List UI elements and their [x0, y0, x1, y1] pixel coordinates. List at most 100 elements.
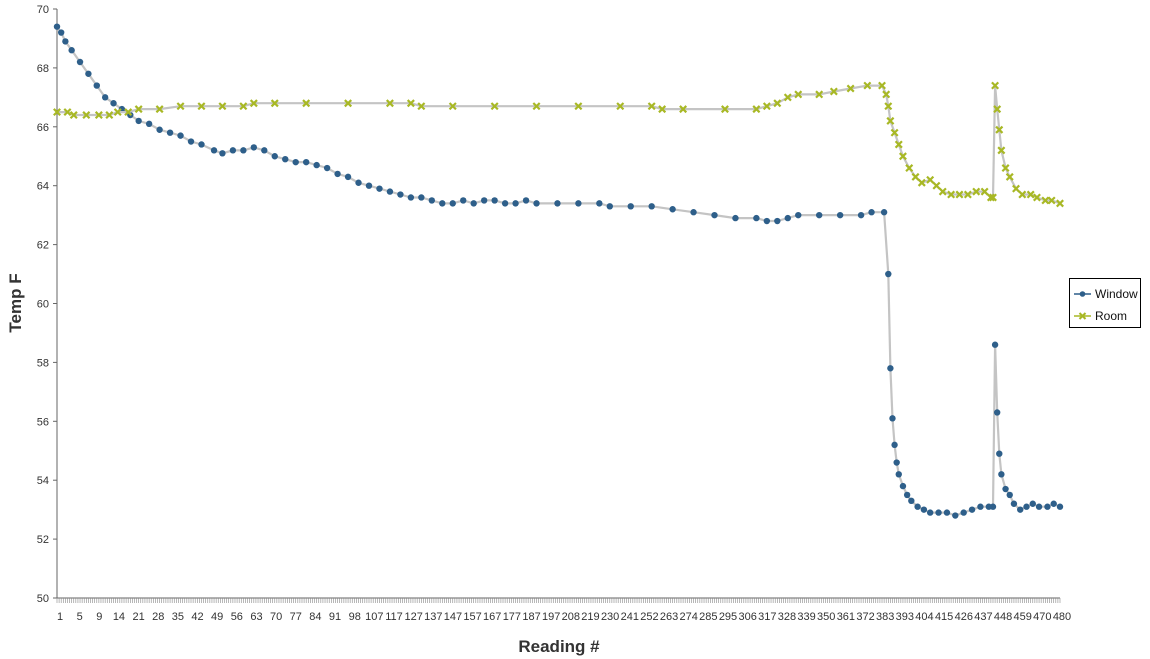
y-tick-label: 64 — [37, 181, 49, 193]
window-point — [1002, 485, 1009, 493]
room-point — [773, 99, 782, 108]
window-point — [1035, 503, 1043, 510]
window-point — [989, 503, 997, 510]
series-group — [53, 23, 1064, 519]
room-point — [218, 102, 227, 111]
window-point — [732, 214, 739, 222]
window-point — [836, 211, 844, 219]
window-point — [386, 188, 394, 195]
window-point — [240, 147, 247, 154]
window-point — [156, 126, 163, 133]
x-tick-label: 56 — [231, 611, 243, 623]
legend-label-room: Room — [1095, 309, 1128, 323]
room-point — [986, 193, 995, 202]
room-point — [176, 102, 185, 111]
y-tick-label: 70 — [37, 4, 49, 16]
room-point — [794, 90, 803, 99]
window-point — [323, 164, 331, 172]
room-point — [905, 164, 914, 173]
window-point — [998, 471, 1005, 478]
window-point — [575, 200, 582, 207]
x-tick-label: 49 — [211, 611, 223, 623]
window-point — [407, 194, 415, 201]
x-tick-label: 157 — [463, 611, 481, 623]
window-point — [376, 185, 383, 192]
window-point — [914, 503, 921, 510]
x-tick-label: 70 — [270, 611, 282, 623]
window-point — [596, 200, 603, 207]
room-point — [752, 105, 761, 114]
window-point — [1006, 491, 1013, 499]
x-tick-label: 21 — [132, 611, 144, 623]
window-point — [62, 38, 69, 45]
room-point — [249, 99, 258, 108]
window-point — [271, 153, 278, 160]
x-tick-label: 14 — [113, 611, 125, 623]
window-point — [1029, 500, 1036, 507]
window-point — [606, 203, 614, 210]
room-point — [105, 111, 114, 119]
room-point — [815, 90, 824, 99]
x-tick-label: 350 — [817, 611, 835, 623]
y-tick-label: 52 — [37, 534, 49, 546]
window-point — [926, 509, 934, 516]
room-point — [762, 102, 771, 111]
room-point — [385, 99, 394, 108]
window-point — [428, 197, 436, 204]
window-point — [313, 161, 320, 169]
room-point — [448, 102, 457, 111]
x-tick-label: 127 — [404, 611, 422, 623]
room-point — [938, 187, 947, 196]
y-axis-title: Temp F — [6, 273, 25, 332]
window-point — [187, 138, 195, 145]
window-point — [292, 158, 299, 166]
window-point — [166, 129, 174, 136]
window-point — [887, 365, 894, 372]
x-tick-label: 230 — [601, 611, 619, 623]
window-point — [1056, 503, 1064, 510]
room-point — [82, 111, 91, 119]
legend-item-window: Window — [1074, 283, 1140, 305]
room-point — [963, 190, 972, 199]
window-point — [669, 206, 676, 213]
room-point — [1018, 190, 1027, 199]
x-tick-label: 263 — [660, 611, 678, 623]
x-tick-label: 42 — [191, 611, 203, 623]
window-point — [177, 132, 184, 139]
x-tick-label: 241 — [621, 611, 639, 623]
x-tick-label: 5 — [77, 611, 83, 623]
room-point — [1047, 196, 1056, 205]
window-point — [903, 491, 911, 499]
x-tick-label: 147 — [444, 611, 462, 623]
room-point — [993, 105, 1002, 114]
window-point — [110, 100, 117, 107]
window-point — [344, 173, 352, 181]
x-tick-label: 77 — [290, 611, 302, 623]
window-point — [880, 209, 888, 216]
room-point — [863, 81, 872, 90]
x-tick-label: 361 — [837, 611, 855, 623]
window-point — [1017, 506, 1024, 513]
room-point — [302, 99, 311, 108]
x-tick-label: 1 — [57, 611, 63, 623]
x-tick-label: 437 — [974, 611, 992, 623]
x-tick-label: 285 — [699, 611, 717, 623]
series-line-window — [56, 26, 1061, 517]
room-point — [532, 102, 541, 111]
room-point — [972, 187, 981, 196]
window-point — [365, 182, 373, 189]
window-point — [763, 217, 771, 225]
room-point — [113, 108, 122, 117]
window-point — [501, 200, 509, 207]
room-point — [574, 102, 583, 111]
x-tick-label: 117 — [385, 611, 403, 623]
window-point — [895, 471, 902, 478]
window-point — [449, 200, 456, 207]
window-point — [229, 147, 237, 154]
x-tick-label: 404 — [915, 611, 933, 623]
room-point — [911, 172, 920, 181]
window-point — [977, 503, 984, 510]
room-point — [658, 105, 667, 114]
room-point — [197, 102, 206, 111]
